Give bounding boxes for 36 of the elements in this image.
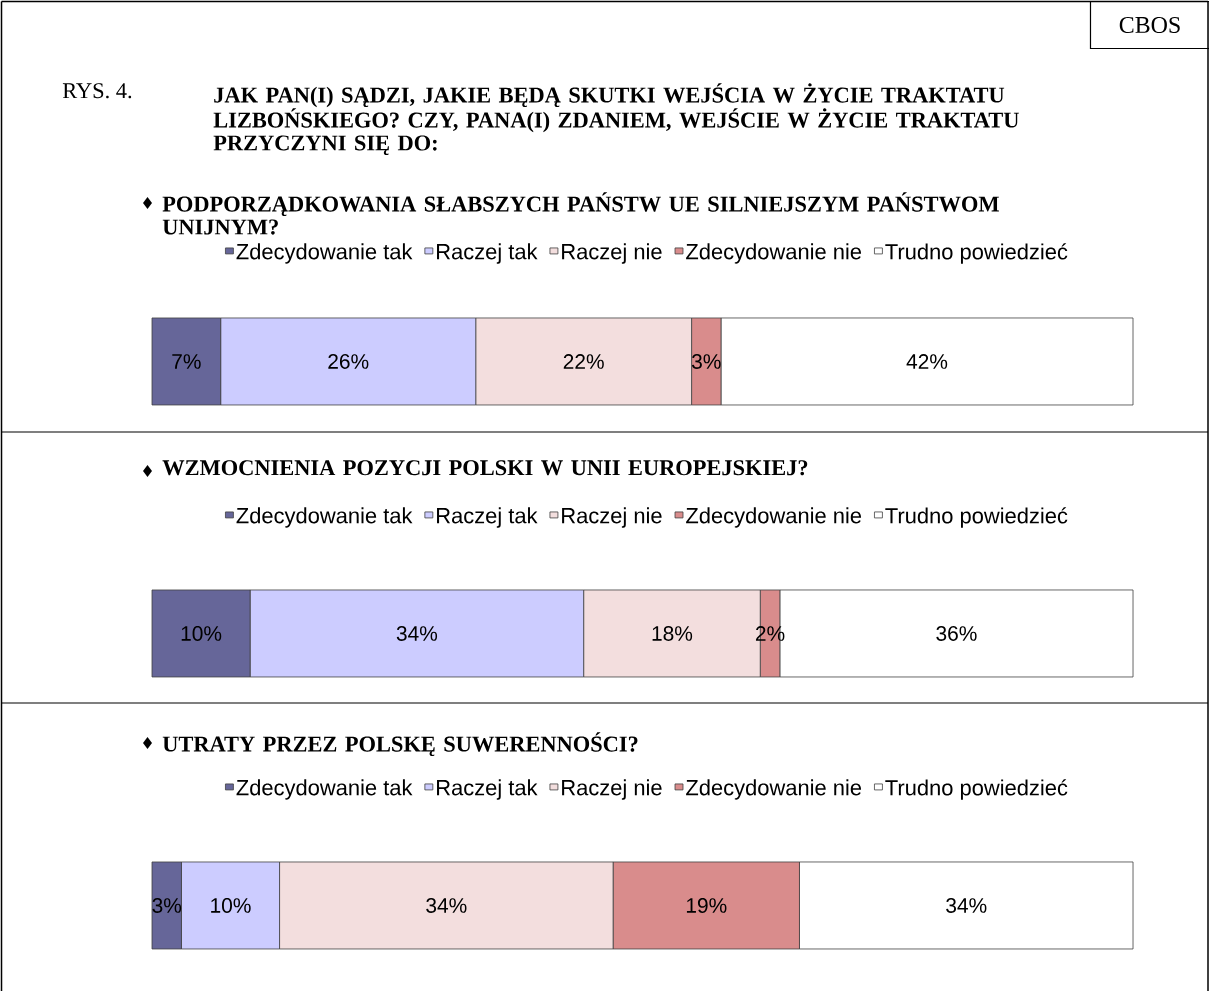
data-label: 26% xyxy=(328,354,369,369)
legend-label: Trudno powiedzieć xyxy=(885,243,1068,264)
legend-label: Zdecydowanie tak xyxy=(236,243,413,264)
legend-label: Raczej nie xyxy=(562,507,662,528)
text: RYS. 4. xyxy=(62,83,132,99)
chart-subtitle: PODPORZĄDKOWANIA SŁABSZYCH PAŃSTW UE SILNIEJSZYM PAŃSTWOM UNIJNYM? xyxy=(162,192,999,235)
data-label: 36% xyxy=(936,626,977,641)
chart-title: WZMOCNIENIA POZYCJI POLSKI W UNII EUROPEJSKIEJ? xyxy=(162,460,808,476)
data-label: 42% xyxy=(906,354,948,369)
data-label: 34% xyxy=(426,898,467,913)
legend-label: Zdecydowanie nie xyxy=(686,507,862,528)
data-label: 19% xyxy=(686,898,727,913)
text: CBOS xyxy=(1119,16,1180,34)
legend-label: Raczej nie xyxy=(562,779,662,800)
data-label: 10% xyxy=(181,626,222,641)
legend-label: Zdecydowanie nie xyxy=(686,243,862,264)
legend-label: Raczej nie xyxy=(562,243,662,264)
data-label: 2% xyxy=(755,626,785,641)
data-label: 22% xyxy=(563,354,604,369)
data-label: 7% xyxy=(172,354,201,369)
chart-title: JAK PAN(I) SĄDZI, JAKIE BĘDĄ SKUTKI WEJŚCIA W ŻYCIE TRAKTATU LIZBOŃSKIEGO? CZY, PANA(I) ZDANIEM, WEJŚCIE W ŻYCIE TRAKTATU PRZYCZYNI SIĘ DO: xyxy=(213,83,1019,156)
data-label: 3% xyxy=(152,898,182,913)
legend-label: Trudno powiedzieć xyxy=(885,779,1068,800)
data-label: 34% xyxy=(946,898,987,913)
chart-title: UTRATY PRZEZ POLSKĘ SUWERENNOŚCI? xyxy=(162,732,638,757)
legend-label: Raczej tak xyxy=(437,779,538,800)
legend-label: Zdecydowanie nie xyxy=(686,779,862,800)
legend-label: Raczej tak xyxy=(437,507,538,528)
legend-label: Trudno powiedzieć xyxy=(885,507,1068,528)
legend-label: Raczej tak xyxy=(437,243,538,264)
data-label: 10% xyxy=(211,898,251,913)
data-label: 3% xyxy=(691,354,721,369)
legend-label: Zdecydowanie tak xyxy=(236,507,413,528)
data-label: 34% xyxy=(396,626,438,641)
data-label: 18% xyxy=(652,626,693,641)
legend-label: Zdecydowanie tak xyxy=(236,779,413,800)
